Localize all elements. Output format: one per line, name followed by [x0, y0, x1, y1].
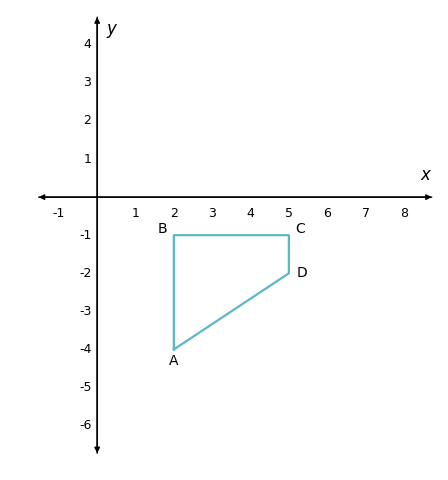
- Text: D: D: [297, 266, 308, 280]
- Text: 8: 8: [400, 207, 408, 220]
- Text: B: B: [158, 223, 167, 237]
- Text: -5: -5: [79, 381, 91, 394]
- Text: A: A: [169, 354, 179, 368]
- Text: 3: 3: [208, 207, 216, 220]
- Text: 6: 6: [323, 207, 331, 220]
- Text: 4: 4: [84, 38, 91, 51]
- Text: 3: 3: [84, 76, 91, 89]
- Text: 2: 2: [84, 115, 91, 128]
- Text: 1: 1: [84, 153, 91, 166]
- Text: y: y: [107, 20, 116, 38]
- Text: 7: 7: [362, 207, 370, 220]
- Text: -2: -2: [79, 267, 91, 280]
- Text: -4: -4: [79, 343, 91, 356]
- Text: -3: -3: [79, 305, 91, 318]
- Text: 5: 5: [285, 207, 293, 220]
- Text: -1: -1: [53, 207, 65, 220]
- Text: x: x: [421, 166, 431, 184]
- Text: 4: 4: [246, 207, 254, 220]
- Text: -6: -6: [79, 419, 91, 432]
- Text: 1: 1: [132, 207, 139, 220]
- Text: 2: 2: [170, 207, 178, 220]
- Text: -1: -1: [79, 228, 91, 242]
- Text: C: C: [296, 223, 305, 237]
